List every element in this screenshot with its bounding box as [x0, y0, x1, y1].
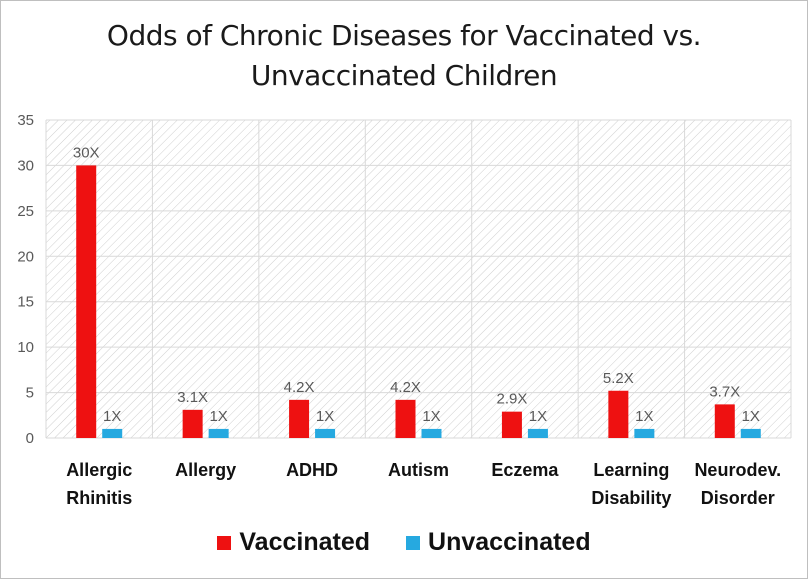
x-tick-label-6-1: Disorder [701, 488, 775, 508]
bar-unvaccinated-2 [315, 428, 336, 438]
x-tick-label-0-0: Allergic [66, 460, 132, 480]
bar-vaccinated-5 [608, 390, 629, 438]
chart-title-line-1: Odds of Chronic Diseases for Vaccinated … [106, 19, 702, 52]
y-tick-label-35: 35 [17, 112, 34, 129]
y-tick-label-25: 25 [17, 203, 34, 220]
y-tick-label-20: 20 [17, 248, 34, 265]
plot-area-background [46, 120, 791, 438]
x-tick-label-2-0: ADHD [286, 460, 338, 480]
y-tick-label-10: 10 [17, 339, 34, 356]
bar-unvaccinated-0 [102, 428, 123, 438]
legend-swatch-vaccinated [217, 535, 232, 550]
x-tick-label-6-0: Neurodev. [694, 460, 781, 480]
legend-label-vaccinated: Vaccinated [239, 528, 371, 556]
bar-unvaccinated-6 [740, 428, 761, 438]
bar-unvaccinated-3 [421, 428, 442, 438]
data-label-vaccinated-1: 3.1X [177, 389, 208, 406]
data-label-vaccinated-4: 2.9X [496, 391, 527, 408]
x-tick-label-4-0: Eczema [491, 460, 559, 480]
data-label-unvaccinated-1: 1X [209, 408, 227, 425]
y-tick-label-0: 0 [26, 430, 34, 447]
bar-vaccinated-6 [714, 404, 735, 438]
y-tick-label-15: 15 [17, 294, 34, 311]
data-label-unvaccinated-3: 1X [422, 408, 440, 425]
data-label-vaccinated-2: 4.2X [284, 379, 315, 396]
data-label-unvaccinated-2: 1X [316, 408, 334, 425]
legend: Vaccinated Unvaccinated [0, 528, 808, 557]
legend-swatch-unvaccinated [406, 535, 421, 550]
data-label-vaccinated-3: 4.2X [390, 379, 421, 396]
data-label-unvaccinated-5: 1X [635, 408, 653, 425]
chart-title-line-2: Unvaccinated Children [250, 59, 558, 92]
data-label-unvaccinated-0: 1X [103, 408, 121, 425]
bar-vaccinated-2 [289, 399, 310, 438]
legend-label-unvaccinated: Unvaccinated [428, 528, 591, 556]
x-tick-label-3-0: Autism [388, 460, 449, 480]
x-tick-label-0-1: Rhinitis [66, 488, 132, 508]
bar-vaccinated-1 [182, 409, 203, 438]
legend-item-vaccinated: Vaccinated [217, 528, 370, 557]
y-tick-label-30: 30 [17, 157, 34, 174]
x-tick-label-1-0: Allergy [175, 460, 236, 480]
bar-vaccinated-3 [395, 399, 416, 438]
bar-vaccinated-4 [501, 411, 522, 438]
x-tick-label-5-0: Learning [593, 460, 669, 480]
x-tick-label-5-1: Disability [591, 488, 671, 508]
data-label-unvaccinated-4: 1X [529, 408, 547, 425]
chart-title: Odds of Chronic Diseases for Vaccinated … [0, 16, 808, 96]
bar-unvaccinated-4 [527, 428, 548, 438]
bar-unvaccinated-5 [634, 428, 655, 438]
data-label-unvaccinated-6: 1X [742, 408, 760, 425]
data-label-vaccinated-5: 5.2X [603, 370, 634, 387]
data-label-vaccinated-6: 3.7X [709, 383, 740, 400]
bar-vaccinated-0 [76, 165, 97, 438]
y-tick-label-5: 5 [26, 385, 34, 402]
legend-item-unvaccinated: Unvaccinated [406, 528, 591, 557]
data-label-vaccinated-0: 30X [73, 144, 100, 161]
bar-unvaccinated-1 [208, 428, 229, 438]
